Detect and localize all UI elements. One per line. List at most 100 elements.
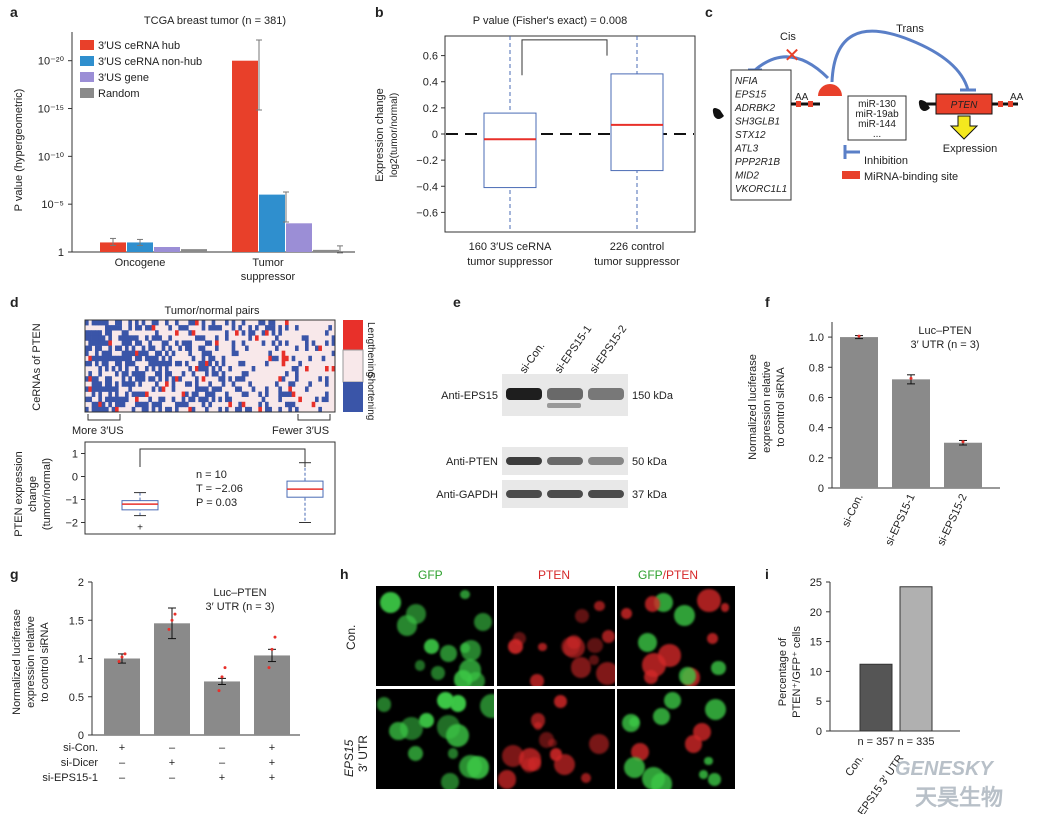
panel-c-gene-name: MID2 <box>735 171 759 182</box>
panel-d-heatmap-cell <box>261 330 266 336</box>
panel-d-heatmap-cell <box>135 376 139 382</box>
panel-d-heatmap-cell <box>138 325 142 331</box>
panel-d-heatmap-cell <box>265 325 269 331</box>
panel-h-cell <box>380 591 402 613</box>
panel-g-sign: – <box>119 772 126 784</box>
panel-d-heatmap-cell <box>135 401 139 408</box>
panel-h-cell <box>637 633 657 653</box>
panel-d-heatmap-cell <box>118 325 122 331</box>
panel-h-cell <box>631 743 650 762</box>
panel-d-heatmap-cell <box>295 366 299 372</box>
panel-h-cell <box>548 738 557 748</box>
panel-d-heatmap-cell <box>168 325 172 331</box>
panel-d-heatmap-cell <box>185 401 189 408</box>
panel-d-heatmap-cell <box>298 396 302 403</box>
panel-d-heatmap-cell <box>108 386 112 392</box>
panel-d-heatmap-cell <box>305 366 309 372</box>
panel-d-heatmap-cell <box>285 340 289 346</box>
panel-g-bar <box>104 658 140 735</box>
panel-h-cell <box>570 657 592 678</box>
panel-g-sign: – <box>169 772 176 784</box>
panel-d-heatmap-cell <box>155 360 159 367</box>
panel-b-ytick-label: 0 <box>432 129 438 141</box>
panel-d-heatmap-cell <box>171 396 176 403</box>
panel-d-heatmap-cell <box>128 386 132 392</box>
panel-d-heatmap-cell <box>101 401 106 408</box>
panel-f-ylabel-1: Normalized luciferase <box>747 354 759 460</box>
panel-d-heatmap-cell <box>195 381 199 387</box>
panel-d-heatmap-cell <box>281 391 286 397</box>
panel-d-heatmap-cell <box>151 335 156 341</box>
panel-d-heatmap-cell <box>195 376 199 382</box>
panel-d-heatmap-cell <box>185 345 189 351</box>
panel-d-heatmap-cell <box>305 335 309 341</box>
panel-d-heatmap-cell <box>235 376 239 382</box>
panel-f-chart: Normalized luciferase expression relativ… <box>747 322 1000 548</box>
panel-d-heatmap-cell <box>268 355 272 362</box>
panel-d-heatmap-cell <box>115 355 119 362</box>
panel-h-image <box>497 586 615 686</box>
panel-c-legend-inhibition: Inhibition <box>864 155 908 167</box>
panel-d-heatmap-cell <box>241 340 246 346</box>
panel-d-heatmap-cell <box>281 350 286 357</box>
panel-d-heatmap-cell <box>188 340 192 346</box>
panel-g-sign: + <box>269 757 275 769</box>
panel-d-heatmap-cell <box>161 355 166 362</box>
panel-d-heatmap-cell <box>221 371 226 377</box>
panel-h-microscopy: GFP PTEN GFP/PTEN Con. EPS15 3′ UTR <box>340 562 745 814</box>
panel-d-heatmap-cell <box>285 320 289 326</box>
panel-g-ylabel-1: Normalized luciferase <box>11 609 23 715</box>
panel-d-heatmap-cell <box>305 340 309 346</box>
panel-d-heatmap-cell <box>278 396 282 403</box>
panel-label-f: f <box>765 294 770 310</box>
panel-d-heatmap-cell <box>258 406 262 413</box>
panel-h-cell <box>588 734 609 755</box>
panel-d-heatmap-cell <box>175 330 179 336</box>
panel-h-cell <box>437 691 455 710</box>
panel-d-heatmap-cell <box>145 335 149 341</box>
panel-d-heatmap-cell <box>88 335 92 341</box>
panel-d-heatmap-cell <box>218 376 222 382</box>
panel-d-heatmap-cell <box>298 360 302 367</box>
panel-d-heatmap-cell <box>258 391 262 397</box>
panel-d-heatmap-cell <box>195 366 199 372</box>
panel-h-cell <box>711 660 726 675</box>
panel-i-n-label: n = 335 <box>897 736 934 748</box>
panel-d-heatmap-cell <box>91 355 96 362</box>
panel-d-heatmap-cell <box>325 391 329 397</box>
panel-d-heatmap-cell <box>158 350 162 357</box>
panel-d-heatmap-cell <box>168 371 172 377</box>
panel-e-row-label: Anti-GAPDH <box>436 489 498 501</box>
panel-d-heatmap-cell <box>205 391 209 397</box>
panel-h-cell <box>460 589 471 600</box>
panel-f-ylabel-3: to control siRNA <box>775 367 787 447</box>
panel-i-chart: Percentage of PTEN⁺/GFP⁺ cells 25 20 15 10 5… <box>777 577 960 814</box>
panel-d-heatmap-cell <box>128 340 132 346</box>
panel-d-heatmap-cell <box>101 386 106 392</box>
panel-d-heatmap-cell <box>155 381 159 387</box>
panel-d-heatmap-cell <box>261 340 266 346</box>
panel-g-point <box>220 675 224 679</box>
panel-d-heatmap-cell <box>115 320 119 326</box>
panel-d-heatmap-cell <box>111 386 116 392</box>
panel-d-heatmap-cell <box>105 366 109 372</box>
panel-d-heatmap-cell <box>138 376 142 382</box>
panel-d-heatmap-cell <box>228 366 232 372</box>
panel-d-heatmap-cell <box>158 386 162 392</box>
panel-d-heatmap-cell <box>108 345 112 351</box>
panel-d-heatmap-cell <box>211 386 216 392</box>
panel-d-heatmap-cell <box>95 340 99 346</box>
panel-d-heatmap-cell <box>295 325 299 331</box>
panel-d-heatmap-cell <box>125 345 129 351</box>
panel-d-heatmap-cell <box>215 345 219 351</box>
panel-c-gene-box <box>730 69 792 201</box>
panel-d-heatmap-cell <box>121 396 126 403</box>
panel-d-heatmap-cell <box>178 401 182 408</box>
panel-i-ytick-label: 25 <box>810 577 822 589</box>
panel-g-title-1: Luc–PTEN <box>213 587 266 599</box>
panel-g-sign: + <box>219 772 225 784</box>
panel-f-ytick-label: 0.6 <box>809 392 824 404</box>
panel-d-heatmap-cell <box>95 386 99 392</box>
panel-d-heatmap-cell <box>221 381 226 387</box>
panel-h-cell <box>527 757 541 771</box>
